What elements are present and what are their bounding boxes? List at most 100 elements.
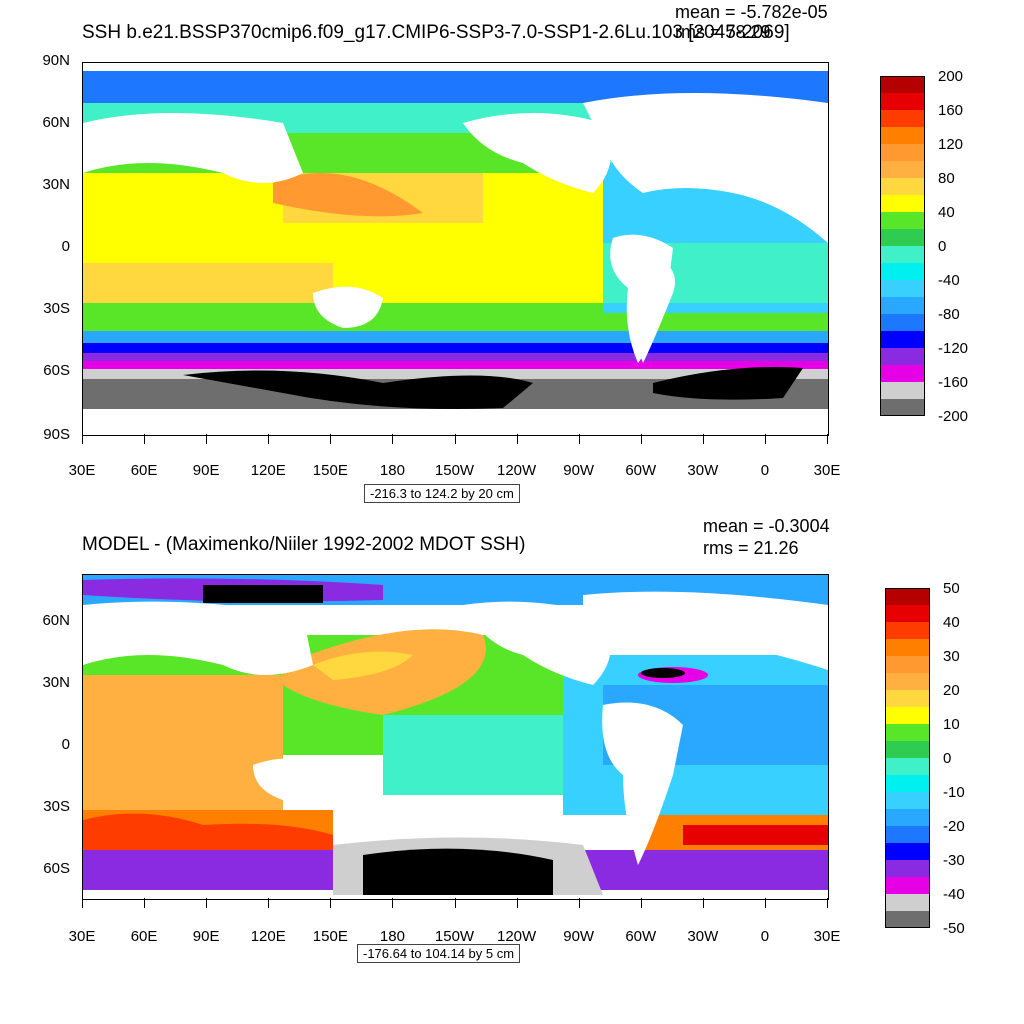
lat-label: 30N — [42, 674, 70, 691]
colorbar-swatch — [885, 656, 930, 673]
lon-tick — [268, 434, 270, 444]
colorbar-swatch — [885, 911, 930, 928]
lon-tick — [392, 434, 394, 444]
colorbar-swatch — [880, 280, 925, 297]
colorbar-swatch — [885, 826, 930, 843]
colorbar-swatch — [885, 758, 930, 775]
colorbar-label: -50 — [943, 920, 965, 937]
colorbar-label: -160 — [938, 374, 969, 391]
colorbar-swatch — [880, 365, 925, 382]
colorbar-swatch — [880, 246, 925, 263]
colorbar-label: -20 — [943, 818, 965, 835]
colorbar-swatch — [885, 673, 930, 690]
lon-label: 180 — [379, 462, 405, 479]
colorbar-swatch — [880, 178, 925, 195]
lon-label: 30E — [68, 462, 96, 479]
top-mean: mean = -5.782e-05 — [675, 2, 828, 22]
colorbar-swatch — [880, 195, 925, 212]
top-panel: SSH b.e21.BSSP370cmip6.f09_g17.CMIP6-SSP… — [0, 0, 1024, 510]
lon-tick — [702, 434, 704, 444]
lon-label: 150E — [312, 928, 348, 945]
colorbar-swatch — [880, 229, 925, 246]
lat-label: 60N — [42, 114, 70, 131]
colorbar-label: 40 — [938, 204, 955, 221]
bottom-panel: MODEL - (Maximenko/Niiler 1992-2002 MDOT… — [0, 510, 1024, 1024]
colorbar-swatch — [880, 76, 925, 93]
colorbar-swatch — [880, 348, 925, 365]
lon-tick — [702, 898, 704, 908]
lon-label: 0 — [760, 928, 770, 945]
colorbar-label: -10 — [943, 784, 965, 801]
colorbar-swatch — [880, 382, 925, 399]
top-map-canvas — [83, 63, 828, 435]
bottom-colorbar — [885, 588, 930, 928]
lat-label: 30S — [43, 798, 70, 815]
colorbar-swatch — [880, 331, 925, 348]
colorbar-label: 50 — [943, 580, 960, 597]
colorbar-swatch — [885, 741, 930, 758]
lon-label: 180 — [379, 928, 405, 945]
bottom-map-canvas — [83, 575, 828, 899]
lon-tick — [516, 434, 518, 444]
lon-tick — [578, 898, 580, 908]
lon-label: 30E — [813, 928, 841, 945]
lon-label: 60W — [625, 928, 657, 945]
colorbar-swatch — [885, 605, 930, 622]
lon-tick — [578, 434, 580, 444]
colorbar-label: 0 — [943, 750, 952, 767]
colorbar-swatch — [880, 161, 925, 178]
colorbar-swatch — [880, 263, 925, 280]
lon-label: 90E — [192, 462, 220, 479]
lon-tick — [330, 898, 332, 908]
lon-tick — [82, 434, 83, 444]
colorbar-label: -120 — [938, 340, 969, 357]
colorbar-label: -30 — [943, 852, 965, 869]
lon-label: 30E — [813, 462, 841, 479]
lon-label: 90W — [563, 928, 595, 945]
colorbar-label: -200 — [938, 408, 969, 425]
bottom-rms: rms = 21.26 — [703, 538, 799, 558]
colorbar-label: 80 — [938, 170, 955, 187]
lat-label: 30S — [43, 300, 70, 317]
lat-label: 0 — [61, 238, 70, 255]
colorbar-swatch — [880, 144, 925, 161]
lon-tick — [82, 898, 83, 908]
lon-tick — [764, 898, 766, 908]
colorbar-swatch — [880, 93, 925, 110]
lon-tick — [144, 898, 146, 908]
colorbar-label: 200 — [938, 68, 964, 85]
colorbar-swatch — [885, 809, 930, 826]
lon-tick — [764, 434, 766, 444]
lon-tick — [640, 434, 642, 444]
lon-label: 60E — [130, 462, 158, 479]
colorbar-swatch — [885, 690, 930, 707]
colorbar-swatch — [880, 110, 925, 127]
lon-label: 150W — [434, 462, 475, 479]
top-map — [82, 62, 829, 436]
colorbar-label: -80 — [938, 306, 960, 323]
colorbar-label: 20 — [943, 682, 960, 699]
colorbar-swatch — [885, 775, 930, 792]
lon-tick — [640, 898, 642, 908]
colorbar-label: 30 — [943, 648, 960, 665]
lon-label: 0 — [760, 462, 770, 479]
colorbar-swatch — [885, 860, 930, 877]
colorbar-swatch — [885, 639, 930, 656]
colorbar-swatch — [885, 724, 930, 741]
lat-label: 60S — [43, 362, 70, 379]
lon-label: 150E — [312, 462, 348, 479]
lon-label: 60E — [130, 928, 158, 945]
top-rms: rms = 78.29 — [675, 22, 771, 42]
colorbar-swatch — [880, 399, 925, 416]
colorbar-swatch — [880, 314, 925, 331]
colorbar-swatch — [885, 843, 930, 860]
bottom-map — [82, 574, 829, 900]
colorbar-swatch — [885, 588, 930, 605]
lon-label: 120E — [250, 928, 286, 945]
lon-label: 90W — [563, 462, 595, 479]
lon-label: 120W — [496, 462, 537, 479]
bottom-title: MODEL - (Maximenko/Niiler 1992-2002 MDOT… — [82, 534, 526, 555]
lon-label: 120E — [250, 462, 286, 479]
top-title: SSH b.e21.BSSP370cmip6.f09_g17.CMIP6-SSP… — [82, 22, 790, 43]
lon-tick — [827, 898, 828, 908]
